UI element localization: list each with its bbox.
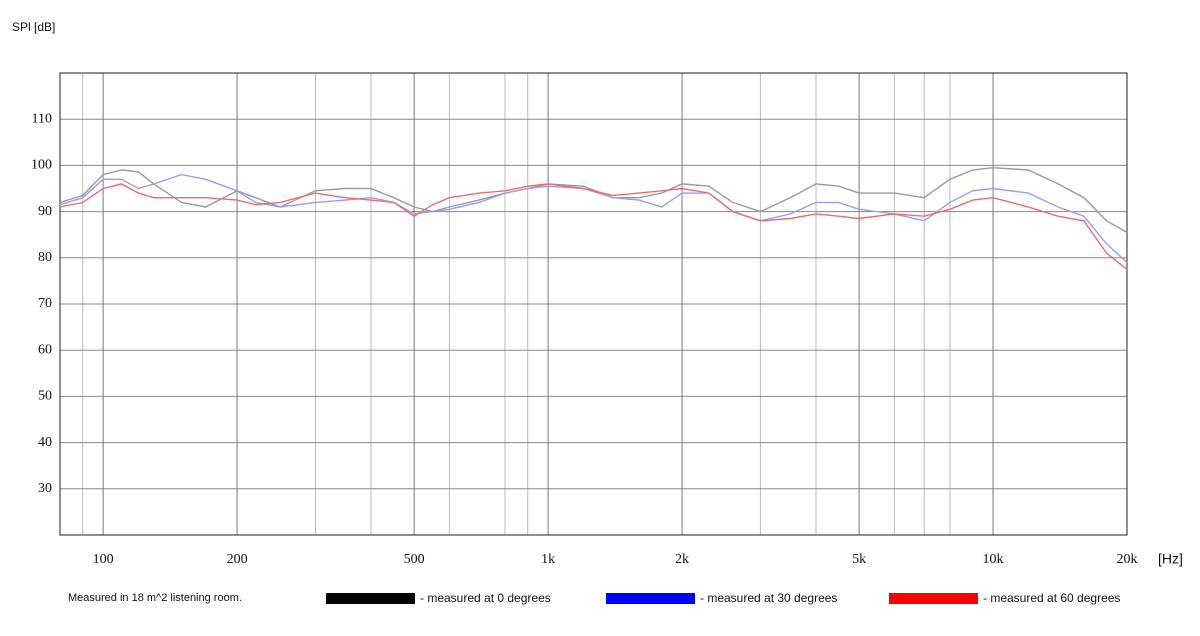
series-line (59, 166, 1128, 234)
y-axis-label: SPl [dB] (12, 20, 55, 34)
x-tick-label: 100 (93, 552, 114, 567)
y-tick-label: 40 (38, 435, 52, 450)
x-tick-label: 20k (1117, 552, 1138, 567)
legend-label: - measured at 30 degrees (700, 591, 837, 605)
x-tick-label: 5k (852, 552, 866, 567)
x-tick-label: 500 (404, 552, 425, 567)
legend-label: - measured at 60 degrees (983, 591, 1120, 605)
y-tick-label: 110 (32, 111, 52, 126)
series-line (59, 183, 1128, 270)
legend-label: - measured at 0 degrees (420, 591, 551, 605)
legend-swatch (889, 593, 978, 604)
x-tick-label: 10k (983, 552, 1004, 567)
series-line (59, 173, 1128, 263)
x-tick-label: 2k (675, 552, 689, 567)
x-tick-label: 1k (541, 552, 555, 567)
y-tick-label: 30 (38, 481, 52, 496)
y-tick-label: 50 (38, 389, 52, 404)
x-tick-label: 200 (227, 552, 248, 567)
y-tick-label: 90 (38, 204, 52, 219)
plot-frame (59, 72, 1128, 536)
legend-swatch (326, 593, 415, 604)
legend-swatch (606, 593, 695, 604)
y-tick-label: 70 (38, 296, 52, 311)
y-tick-label: 100 (31, 158, 52, 173)
y-tick-label: 80 (38, 250, 52, 265)
x-axis-label: [Hz] (1158, 551, 1183, 567)
y-tick-label: 60 (38, 342, 52, 357)
note: Measured in 18 m^2 listening room. (68, 592, 242, 604)
